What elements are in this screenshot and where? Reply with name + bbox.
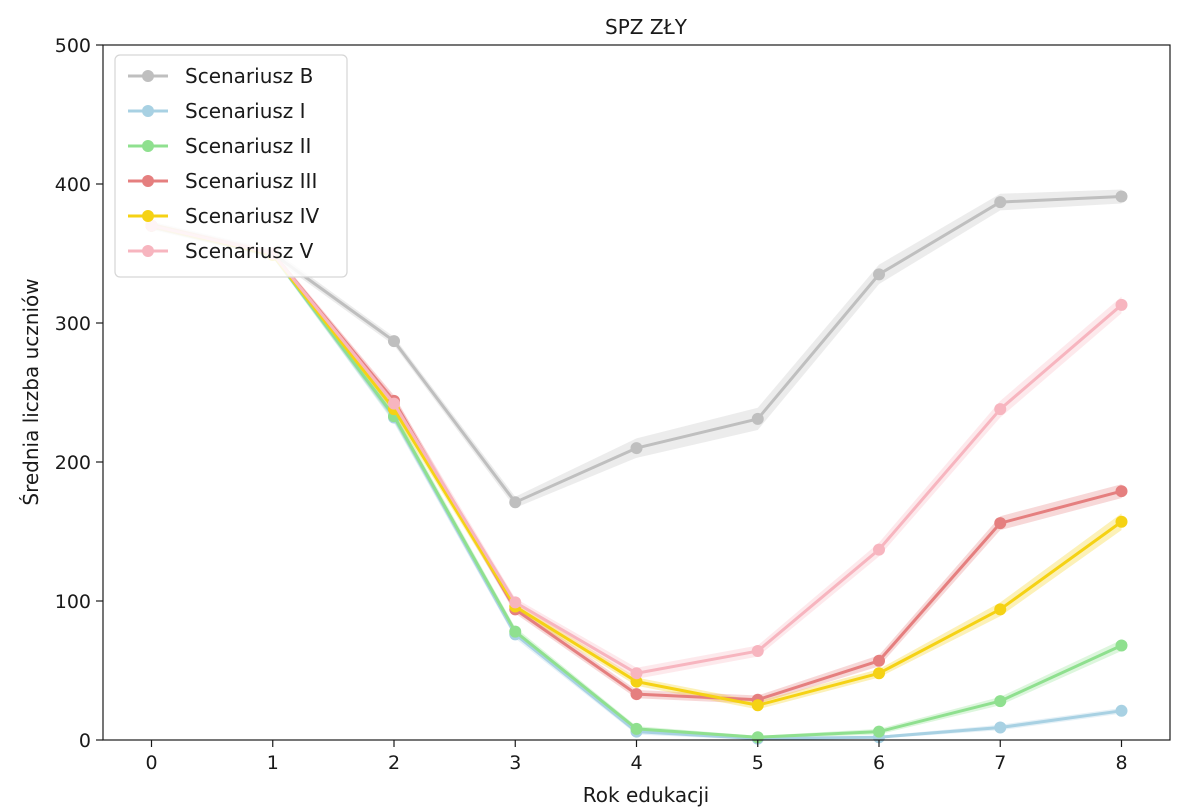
point-scenariusz-b-6 [873,268,885,281]
point-scenariusz-iii-8 [1115,485,1128,498]
point-scenariusz-v-7 [994,403,1007,416]
y-axis-title: Średnia liczba uczniów [19,278,43,505]
point-scenariusz-b-8 [1115,190,1128,203]
point-scenariusz-b-5 [751,412,764,425]
point-scenariusz-iv-8 [1115,515,1128,528]
point-scenariusz-ii-6 [873,725,885,738]
band-scenariusz-ii [151,222,1122,739]
legend-entry-scenariusz-iii: Scenariusz III [128,169,317,193]
legend-marker-scenariusz-v [142,245,154,257]
x-tick-label-7: 7 [994,752,1006,774]
point-scenariusz-i-8 [1115,704,1128,717]
legend-entry-scenariusz-ii: Scenariusz II [128,134,311,158]
point-scenariusz-ii-3 [509,625,522,638]
legend-label-scenariusz-i: Scenariusz I [185,99,306,123]
x-tick-label-8: 8 [1115,752,1127,774]
legend-label-scenariusz-b: Scenariusz B [185,64,313,88]
point-scenariusz-ii-7 [994,695,1007,708]
point-scenariusz-ii-8 [1115,639,1128,652]
point-scenariusz-b-3 [509,496,522,509]
point-scenariusz-iv-4 [630,675,643,688]
point-scenariusz-i-7 [994,721,1007,734]
x-tick-label-1: 1 [267,752,279,774]
legend-marker-scenariusz-iii [142,175,154,187]
legend-label-scenariusz-v: Scenariusz V [185,239,314,263]
band-scenariusz-iii [151,222,1122,704]
x-tick-label-4: 4 [630,752,642,774]
point-scenariusz-iv-5 [751,699,764,712]
point-scenariusz-iii-4 [630,688,643,701]
legend-label-scenariusz-iii: Scenariusz III [185,169,317,193]
y-tick-label-0: 0 [79,730,91,752]
x-tick-label-0: 0 [145,752,157,774]
legend-label-scenariusz-iv: Scenariusz IV [185,204,320,228]
axes: 0 1 2 3 4 5 6 7 8 0 100 200 300 400 500 [55,35,1171,774]
y-tick-label-400: 400 [55,174,91,196]
legend-marker-scenariusz-b [142,70,154,82]
point-scenariusz-iv-6 [873,667,885,680]
point-scenariusz-v-4 [630,667,643,680]
line-scenariusz-i [151,224,1122,741]
x-tick-label-5: 5 [752,752,764,774]
series-scenariusz-ii [145,219,1128,744]
y-tick-label-100: 100 [55,591,91,613]
series-scenariusz-i [145,219,1128,745]
y-tick-label-300: 300 [55,313,91,335]
point-scenariusz-b-2 [388,335,400,348]
series-scenariusz-b [145,190,1128,509]
legend-marker-scenariusz-iv [142,210,154,222]
line-scenariusz-iv [151,224,1123,707]
x-axis-title: Rok edukacji [583,783,709,807]
legend-entry-scenariusz-iv: Scenariusz IV [128,204,320,228]
point-scenariusz-v-6 [873,543,885,556]
point-scenariusz-b-7 [994,196,1007,209]
point-scenariusz-iv-7 [994,603,1007,616]
chart-title: SPZ ZŁY [605,15,688,39]
line-scenariusz-ii [151,224,1123,739]
band-scenariusz-i [151,222,1122,741]
series-scenariusz-iii [145,219,1128,706]
x-tick-label-3: 3 [509,752,521,774]
point-scenariusz-v-5 [751,645,764,658]
legend-label-scenariusz-ii: Scenariusz II [185,134,311,158]
series-lines [145,190,1128,745]
point-scenariusz-ii-4 [630,722,643,735]
y-tick-label-200: 200 [55,452,91,474]
point-scenariusz-v-3 [509,596,522,609]
line-scenariusz-iii [151,224,1122,702]
legend-marker-scenariusz-i [142,105,154,117]
band-scenariusz-iv [151,222,1122,710]
point-scenariusz-v-8 [1115,298,1128,311]
series-scenariusz-iv [145,219,1128,712]
point-scenariusz-iii-6 [873,654,885,667]
legend-entry-scenariusz-v: Scenariusz V [128,239,314,263]
x-tick-label-2: 2 [388,752,400,774]
point-scenariusz-v-2 [388,397,400,410]
y-tick-label-500: 500 [55,35,91,57]
legend-marker-scenariusz-ii [142,140,154,152]
point-scenariusz-b-4 [630,442,643,455]
legend-box [114,54,348,278]
point-scenariusz-iii-7 [994,517,1007,530]
legend-entry-scenariusz-b: Scenariusz B [128,64,313,88]
legend: Scenariusz B Scenariusz I Scenariusz II Sce… [114,54,348,278]
x-tick-label-6: 6 [873,752,885,774]
legend-entry-scenariusz-i: Scenariusz I [128,99,306,123]
